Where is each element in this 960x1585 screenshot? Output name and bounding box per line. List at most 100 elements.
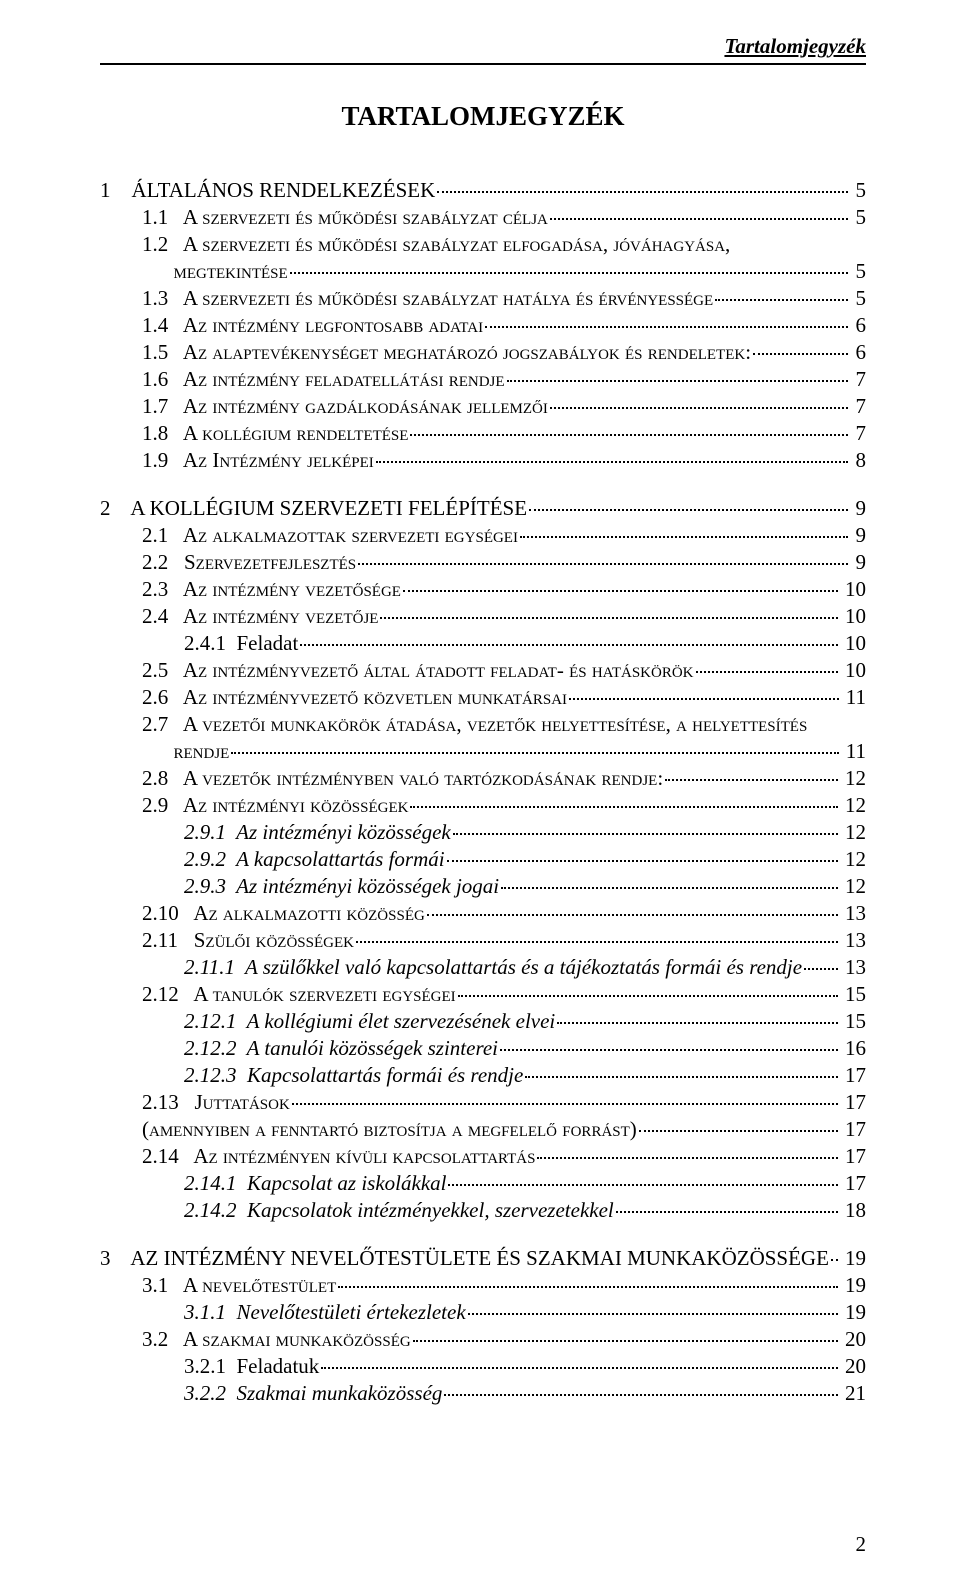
toc-label: 2.10 Az alkalmazotti közösség [142, 900, 425, 927]
toc-entry: 3 AZ INTÉZMÉNY NEVELŐTESTÜLETE ÉS SZAKMA… [100, 1244, 866, 1272]
toc-leader [550, 218, 848, 220]
toc-leader [410, 806, 837, 808]
toc-page: 6 [850, 339, 866, 366]
toc-label: 2 A KOLLÉGIUM SZERVEZETI FELÉPÍTÉSE [100, 494, 527, 522]
toc-leader [804, 968, 838, 970]
toc-entry: 2.2 Szervezetfejlesztés 9 [100, 549, 866, 576]
toc-entry: 2.9 Az intézményi közösségek 12 [100, 792, 866, 819]
toc-entry: 1.6 Az intézmény feladatellátási rendje … [100, 366, 866, 393]
toc-leader [458, 995, 838, 997]
toc-leader [557, 1022, 837, 1024]
toc-leader [413, 1340, 838, 1342]
toc-page: 10 [840, 657, 866, 684]
toc-label: 2.6 Az intézményvezető közvetlen munkatá… [142, 684, 567, 711]
toc-leader [437, 191, 848, 193]
toc-entry: 2.6 Az intézményvezető közvetlen munkatá… [100, 684, 866, 711]
toc-leader [292, 1103, 838, 1105]
toc-page: 5 [850, 258, 866, 285]
toc-page: 19 [840, 1299, 866, 1326]
toc-entry: 2.12.2 A tanulói közösségek szinterei 16 [100, 1035, 866, 1062]
toc-label: 2.12 A tanulók szervezeti egységei [142, 981, 456, 1008]
toc-entry: 1.7 Az intézmény gazdálkodásának jellemz… [100, 393, 866, 420]
toc-page: 12 [840, 765, 866, 792]
toc-label: 1.7 Az intézmény gazdálkodásának jellemz… [142, 393, 548, 420]
toc-page: 12 [840, 846, 866, 873]
toc-label: 3.2.2 Szakmai munkaközösség [184, 1380, 442, 1407]
toc-leader [715, 299, 848, 301]
toc-leader [507, 380, 849, 382]
toc-label: 1.9 Az Intézmény jelképei [142, 447, 374, 474]
toc-label: 3.2 A szakmai munkaközösség [142, 1326, 411, 1353]
toc-leader [231, 752, 838, 754]
toc-label: 2.9 Az intézményi közösségek [142, 792, 408, 819]
toc-label: 1.1 A szervezeti és működési szabályzat … [142, 204, 548, 231]
toc-page: 7 [850, 366, 866, 393]
toc-leader [300, 644, 837, 646]
toc-entry: 1.5 Az alaptevékenységet meghatározó jog… [100, 339, 866, 366]
toc-page: 15 [840, 1008, 866, 1035]
toc-entry: 1 ÁLTALÁNOS RENDELKEZÉSEK 5 [100, 176, 866, 204]
toc-page: 17 [840, 1089, 866, 1116]
toc-entry: 2.12.1 A kollégiumi élet szervezésének e… [100, 1008, 866, 1035]
toc-entry: 2.14.2 Kapcsolatok intézményekkel, szerv… [100, 1197, 866, 1224]
toc-label: 2.5 Az intézményvezető által átadott fel… [142, 657, 694, 684]
toc-label: 2.1 Az alkalmazottak szervezeti egységei [142, 522, 518, 549]
toc-label: 2.11 Szülői közösségek [142, 927, 354, 954]
toc-label: 1.6 Az intézmény feladatellátási rendje [142, 366, 505, 393]
toc-label: 1.5 Az alaptevékenységet meghatározó jog… [142, 339, 751, 366]
toc-label: 2.2 Szervezetfejlesztés [142, 549, 356, 576]
toc-page: 16 [840, 1035, 866, 1062]
toc-page: 17 [840, 1116, 866, 1143]
toc-page: 6 [850, 312, 866, 339]
page: Tartalomjegyzék TARTALOMJEGYZÉK 1 ÁLTALÁ… [0, 0, 960, 1585]
toc-label: 2.14.2 Kapcsolatok intézményekkel, szerv… [184, 1197, 614, 1224]
toc-label: 1.2 A szervezeti és működési szabályzat … [142, 231, 730, 258]
toc-page: 13 [840, 954, 866, 981]
toc-label: 1 ÁLTALÁNOS RENDELKEZÉSEK [100, 176, 435, 204]
toc-leader [696, 671, 838, 673]
toc-page: 21 [840, 1380, 866, 1407]
toc-leader [537, 1157, 837, 1159]
toc-label: 2.4 Az intézmény vezetője [142, 603, 378, 630]
running-head: Tartalomjegyzék [100, 34, 866, 59]
toc-page: 19 [840, 1272, 866, 1299]
toc-page: 9 [850, 522, 866, 549]
page-number: 2 [856, 1532, 867, 1557]
toc-page: 10 [840, 576, 866, 603]
toc-entry: 2.5 Az intézményvezető által átadott fel… [100, 657, 866, 684]
toc-label: (amennyiben a fenntartó biztosítja a meg… [142, 1116, 637, 1143]
toc-label: 3 AZ INTÉZMÉNY NEVELŐTESTÜLETE ÉS SZAKMA… [100, 1244, 829, 1272]
toc-entry: 3.2 A szakmai munkaközösség 20 [100, 1326, 866, 1353]
toc-leader [338, 1286, 838, 1288]
toc-page: 19 [840, 1244, 866, 1272]
toc-entry: 2.12.3 Kapcsolattartás formái és rendje … [100, 1062, 866, 1089]
toc-leader [410, 434, 848, 436]
doc-title: TARTALOMJEGYZÉK [100, 101, 866, 132]
toc-page: 5 [850, 204, 866, 231]
toc-leader [376, 461, 848, 463]
toc-page: 13 [840, 900, 866, 927]
toc-page: 17 [840, 1062, 866, 1089]
toc-label: 3.1 A nevelőtestület [142, 1272, 336, 1299]
toc-entry: 1.4 Az intézmény legfontosabb adatai 6 [100, 312, 866, 339]
toc-page: 13 [840, 927, 866, 954]
toc-label: 3.1.1 Nevelőtestületi értekezletek [184, 1299, 466, 1326]
toc-leader [525, 1076, 837, 1078]
toc-leader [321, 1367, 837, 1369]
toc-page: 7 [850, 393, 866, 420]
toc-entry: 2 A KOLLÉGIUM SZERVEZETI FELÉPÍTÉSE 9 [100, 494, 866, 522]
toc-label: 2.12.3 Kapcsolattartás formái és rendje [184, 1062, 523, 1089]
toc-leader [753, 353, 848, 355]
toc-entry: megtekintése 5 [100, 258, 866, 285]
toc-label: 1.8 A kollégium rendeltetése [142, 420, 408, 447]
toc-entry: 2.4.1 Feladat 10 [100, 630, 866, 657]
toc-leader [616, 1211, 838, 1213]
toc-entry: 3.2.2 Szakmai munkaközösség 21 [100, 1380, 866, 1407]
toc-entry: 2.4 Az intézmény vezetője 10 [100, 603, 866, 630]
toc-label: 2.11.1 A szülőkkel való kapcsolattartás … [184, 954, 802, 981]
toc-leader [569, 698, 838, 700]
toc-label: 2.14.1 Kapcsolat az iskolákkal [184, 1170, 446, 1197]
toc-leader [500, 1049, 838, 1051]
toc-leader [831, 1259, 838, 1261]
toc-label: 1.3 A szervezeti és működési szabályzat … [142, 285, 713, 312]
